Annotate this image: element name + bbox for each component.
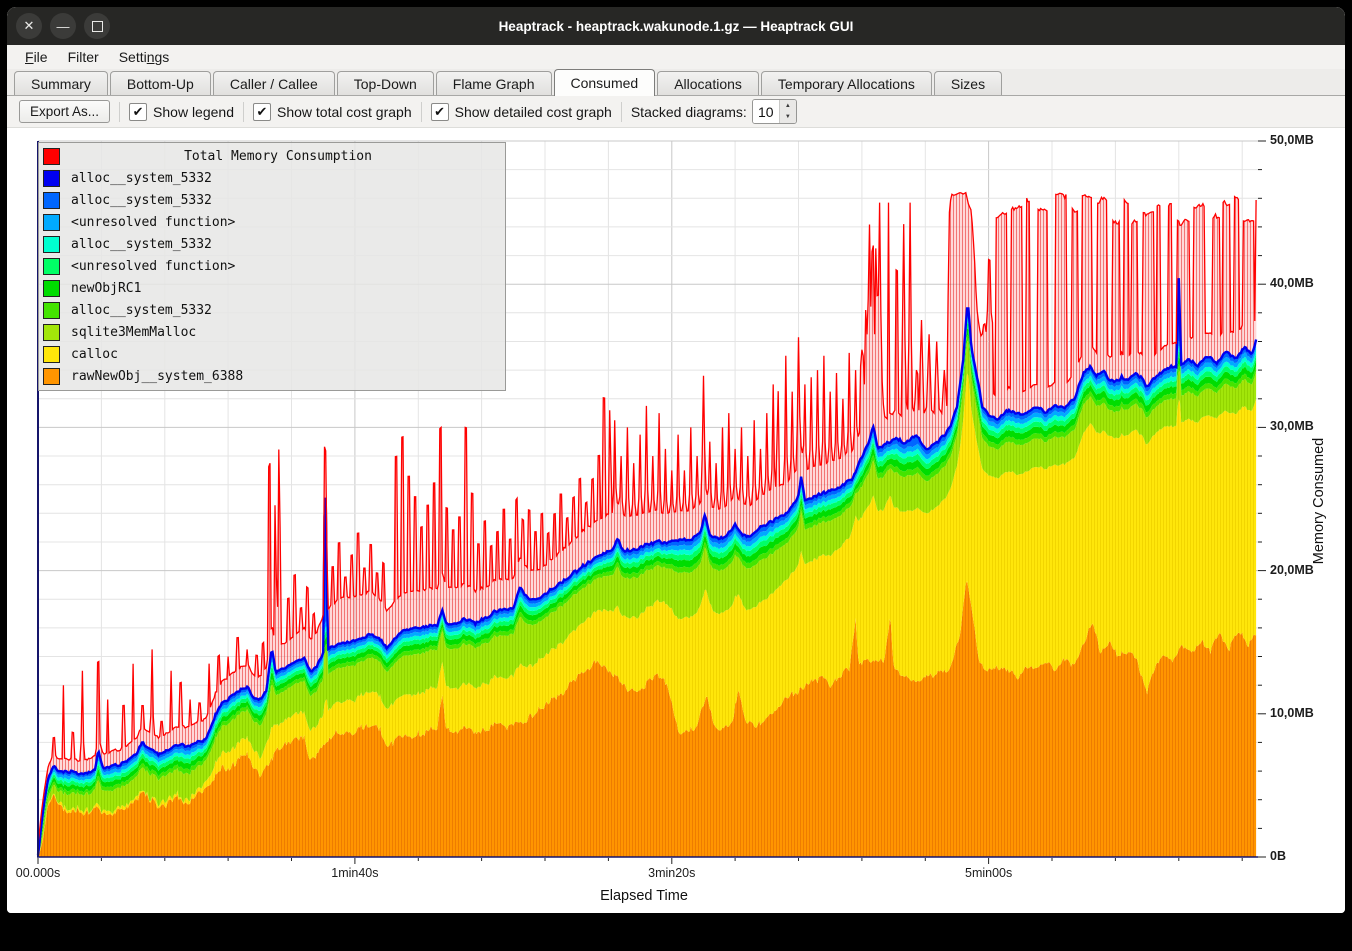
legend-label: alloc__system_5332 [71,192,212,208]
consumed-chart: 0B 10,0MB 20,0MB 30,0MB 40,0MB 50,0MB 00.000s 1… [7,128,1345,913]
legend-row: alloc__system_5332 [39,189,505,211]
tab-top-down[interactable]: Top-Down [336,71,434,95]
legend-label: <unresolved function> [71,214,236,230]
title-bar: ✕ — Heaptrack - heaptrack.wakunode.1.gz … [7,7,1345,45]
y-tick-label: 50,0MB [1270,133,1314,147]
x-tick-label: 1min40s [331,866,379,880]
y-axis-title: Memory Consumed [1311,437,1327,565]
legend-row: <unresolved function> [39,211,505,233]
stacked-diagrams-spinner[interactable]: 10 ▲ ▼ [751,99,797,124]
legend-row: Total Memory Consumption [39,145,505,167]
legend-row: <unresolved function> [39,255,505,277]
x-tick-label: 5min00s [965,866,1013,880]
legend-swatch-icon [43,235,60,253]
tab-flame-graph[interactable]: Flame Graph [435,71,552,95]
checkbox-label: Show detailed cost graph [454,103,612,120]
stacked-diagrams-value: 10 [752,100,779,123]
legend-row: rawNewObj__system_6388 [39,365,505,387]
toolbar-separator [620,101,622,122]
legend-row: alloc__system_5332 [39,299,505,321]
toolbar-separator [242,101,244,122]
legend-row: calloc [39,343,505,365]
legend-swatch-icon [43,301,60,319]
chart-legend: Total Memory Consumption alloc__system_53… [38,142,506,391]
legend-label: <unresolved function> [71,258,236,274]
y-tick-label: 0B [1270,849,1286,863]
y-tick-label: 10,0MB [1270,705,1314,720]
legend-label: newObjRC1 [71,280,142,296]
checkbox-label: Show legend [153,103,234,120]
x-tick-label: 00.000s [15,866,61,880]
legend-label: sqlite3MemMalloc [71,324,197,340]
legend-swatch-icon [43,169,60,187]
x-tick-label: 3min20s [648,866,696,880]
close-icon: ✕ [23,18,35,33]
legend-label: Total Memory Consumption [184,148,372,164]
checkbox-label: Show total cost graph [276,103,412,120]
app-window: ✕ — Heaptrack - heaptrack.wakunode.1.gz … [7,7,1345,913]
checkbox-icon: ✔ [129,102,148,121]
checkbox-show-legend[interactable]: ✔ Show legend [129,102,234,121]
spinner-up-icon[interactable]: ▲ [784,102,791,109]
close-button[interactable]: ✕ [16,13,42,39]
maximize-button[interactable] [84,13,110,39]
chart-canvas[interactable] [7,128,1345,913]
toolbar-separator [119,101,121,122]
x-axis-title: Elapsed Time [600,888,688,904]
stacked-diagrams-label: Stacked diagrams: [630,103,747,120]
checkbox-icon: ✔ [430,102,449,121]
legend-swatch-icon [43,191,60,209]
tab-caller-callee[interactable]: Caller / Callee [212,71,335,95]
y-tick-label: 30,0MB [1270,419,1314,434]
tab-temporary-allocations[interactable]: Temporary Allocations [760,71,932,95]
tab-consumed[interactable]: Consumed [553,69,656,96]
legend-label: alloc__system_5332 [71,302,212,318]
checkbox-icon: ✔ [252,102,271,121]
menu-item-file[interactable]: File [25,49,48,65]
legend-label: rawNewObj__system_6388 [71,368,244,384]
tab-summary[interactable]: Summary [14,71,108,95]
legend-row: sqlite3MemMalloc [39,321,505,343]
checkbox-show-total-cost-graph[interactable]: ✔ Show total cost graph [252,102,412,121]
checkbox-show-detailed-cost-graph[interactable]: ✔ Show detailed cost graph [430,102,612,121]
legend-swatch-icon [43,257,60,275]
menu-item-filter[interactable]: Filter [67,49,99,65]
tab-sizes[interactable]: Sizes [933,71,1003,95]
legend-row: alloc__system_5332 [39,167,505,189]
legend-swatch-icon [43,147,60,165]
legend-swatch-icon [43,279,60,297]
maximize-icon [91,20,103,32]
legend-swatch-icon [43,367,60,385]
menu-item-settings[interactable]: Settings [118,49,170,65]
y-tick-label: 20,0MB [1270,562,1314,577]
legend-swatch-icon [43,213,60,231]
tab-bottom-up[interactable]: Bottom-Up [109,71,211,95]
y-tick-label: 40,0MB [1270,276,1314,291]
tab-bar: Summary Bottom-Up Caller / Callee Top-Down F… [7,69,1345,96]
window-title: Heaptrack - heaptrack.wakunode.1.gz — He… [498,18,854,34]
legend-swatch-icon [43,345,60,363]
tab-allocations[interactable]: Allocations [657,71,759,95]
export-as-button[interactable]: Export As... [19,100,111,123]
legend-label: calloc [71,346,118,362]
minimize-button[interactable]: — [50,13,76,39]
legend-swatch-icon [43,323,60,341]
toolbar-separator [420,101,422,122]
legend-label: alloc__system_5332 [71,236,212,252]
minimize-icon: — [56,18,70,34]
toolbar: Export As... ✔ Show legend ✔ Show total cos… [7,96,1345,128]
spinner-down-icon[interactable]: ▼ [784,114,791,121]
legend-row: newObjRC1 [39,277,505,299]
menu-bar: File Filter Settings [7,45,1345,69]
legend-label: alloc__system_5332 [71,170,212,186]
legend-row: alloc__system_5332 [39,233,505,255]
